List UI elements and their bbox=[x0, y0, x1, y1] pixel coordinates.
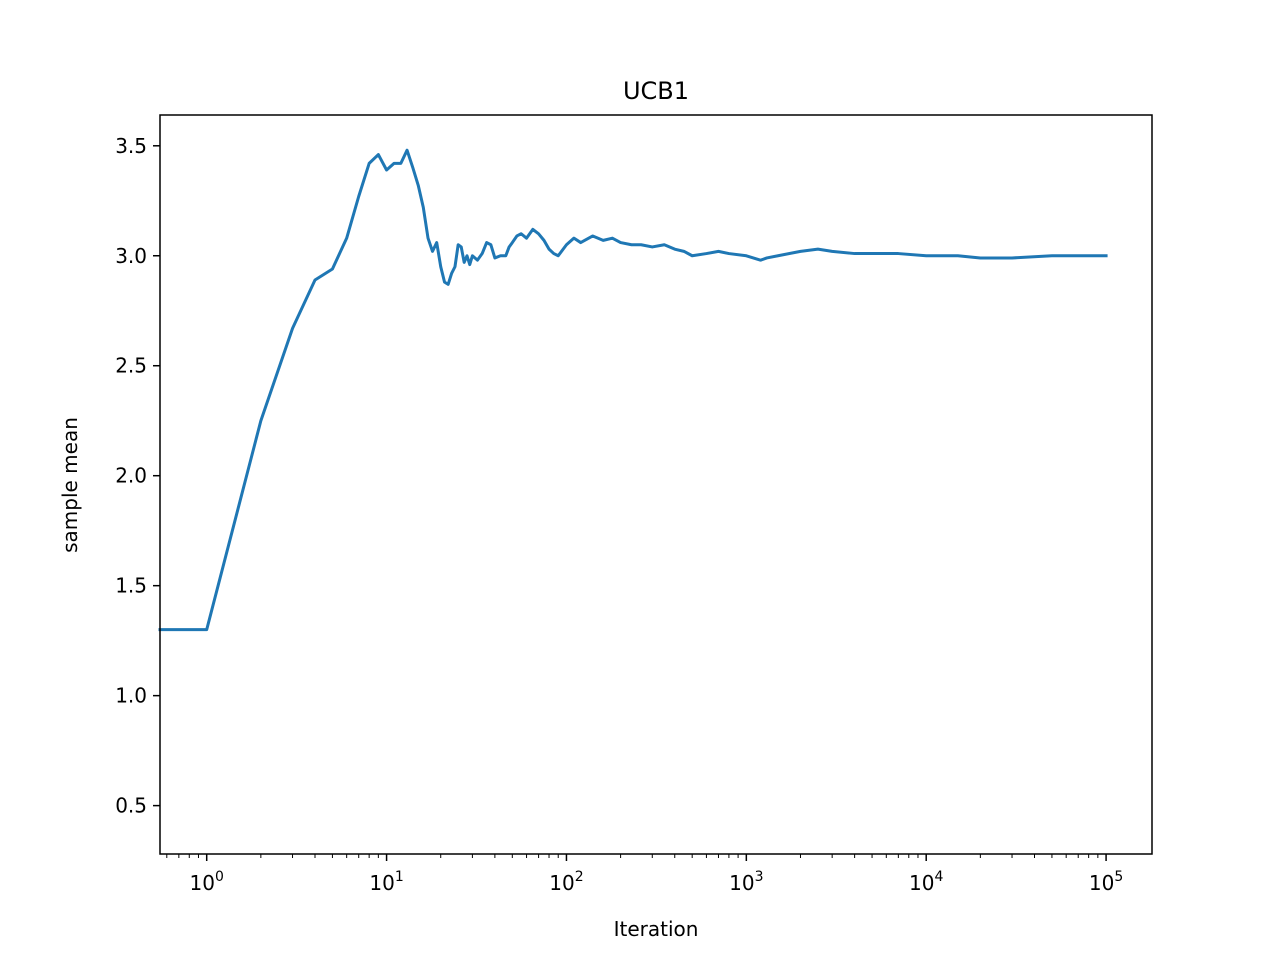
y-tick-label: 3.0 bbox=[115, 244, 147, 268]
y-tick-label: 3.5 bbox=[115, 134, 147, 158]
series-line bbox=[158, 148, 1108, 632]
y-axis-title: sample mean bbox=[58, 417, 82, 553]
y-tick-label: 2.0 bbox=[115, 464, 147, 488]
x-tick-label: 101 bbox=[369, 869, 403, 895]
chart-title: UCB1 bbox=[623, 77, 689, 105]
y-tick-label: 2.5 bbox=[115, 354, 147, 378]
x-tick-label: 105 bbox=[1089, 869, 1123, 895]
x-axis-title: Iteration bbox=[614, 917, 699, 941]
plot-area: 0.5 1.0 1.5 2.0 2.5 3.0 3.5 100 101 102 103 104 105 bbox=[115, 114, 1153, 895]
axes-frame bbox=[159, 114, 1153, 855]
x-tick-label: 103 bbox=[729, 869, 763, 895]
y-tick-label: 1.0 bbox=[115, 684, 147, 708]
x-tick-label: 102 bbox=[549, 869, 583, 895]
y-tick-label: 1.5 bbox=[115, 574, 147, 598]
x-tick-label: 104 bbox=[909, 869, 943, 895]
y-tick-label: 0.5 bbox=[115, 794, 147, 818]
x-tick-label: 100 bbox=[190, 869, 224, 895]
